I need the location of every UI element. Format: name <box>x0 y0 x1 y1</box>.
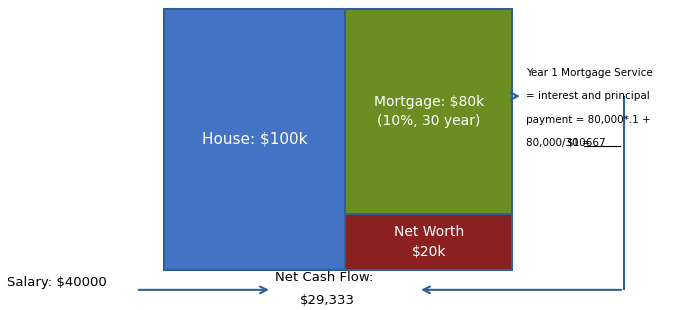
Bar <box>164 9 345 270</box>
Text: $29,333: $29,333 <box>300 294 355 307</box>
Text: $10667: $10667 <box>567 138 606 148</box>
Text: = interest and principal: = interest and principal <box>526 91 650 101</box>
Bar <box>164 9 512 270</box>
Text: payment = 80,000*.1 +: payment = 80,000*.1 + <box>526 115 651 125</box>
Bar <box>345 9 512 214</box>
Text: House: $100k: House: $100k <box>201 132 307 147</box>
Text: 80,000/30 =: 80,000/30 = <box>526 138 594 148</box>
Text: Net Cash Flow:: Net Cash Flow: <box>275 271 374 284</box>
Bar <box>345 214 512 270</box>
Text: Net Worth
$20k: Net Worth $20k <box>394 225 464 259</box>
Text: Salary: $40000: Salary: $40000 <box>7 276 107 289</box>
Text: Year 1 Mortgage Service: Year 1 Mortgage Service <box>526 68 653 78</box>
Text: Mortgage: $80k
(10%, 30 year): Mortgage: $80k (10%, 30 year) <box>374 95 484 128</box>
